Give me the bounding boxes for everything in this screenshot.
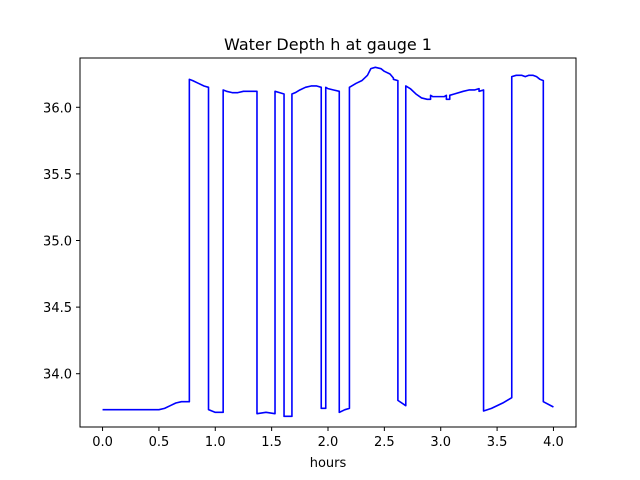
y-tick-label: 34.0 <box>43 368 72 383</box>
x-axis-ticks: 0.0 0.5 1.0 1.5 2.0 2.5 3.0 3.5 4.0 <box>92 427 564 450</box>
series-line <box>102 66 554 418</box>
chart-title: Water Depth h at gauge 1 <box>224 35 432 54</box>
y-tick-label: 34.5 <box>43 301 72 316</box>
x-tick-label: 0.5 <box>149 435 170 450</box>
x-tick-label: 4.0 <box>543 435 564 450</box>
y-tick-label: 35.0 <box>43 235 72 250</box>
x-tick-label: 3.0 <box>430 435 451 450</box>
x-tick-label: 0.0 <box>92 435 113 450</box>
x-tick-label: 1.0 <box>205 435 226 450</box>
plot-area <box>102 66 554 418</box>
y-tick-label: 35.5 <box>43 168 72 183</box>
x-axis-label: hours <box>310 456 347 471</box>
x-tick-label: 2.5 <box>374 435 395 450</box>
y-tick-label: 36.0 <box>43 101 72 116</box>
x-tick-label: 3.5 <box>487 435 508 450</box>
x-tick-label: 2.0 <box>318 435 339 450</box>
x-tick-label: 1.5 <box>261 435 282 450</box>
y-axis-ticks: 34.0 34.5 35.0 35.5 36.0 <box>43 101 80 383</box>
